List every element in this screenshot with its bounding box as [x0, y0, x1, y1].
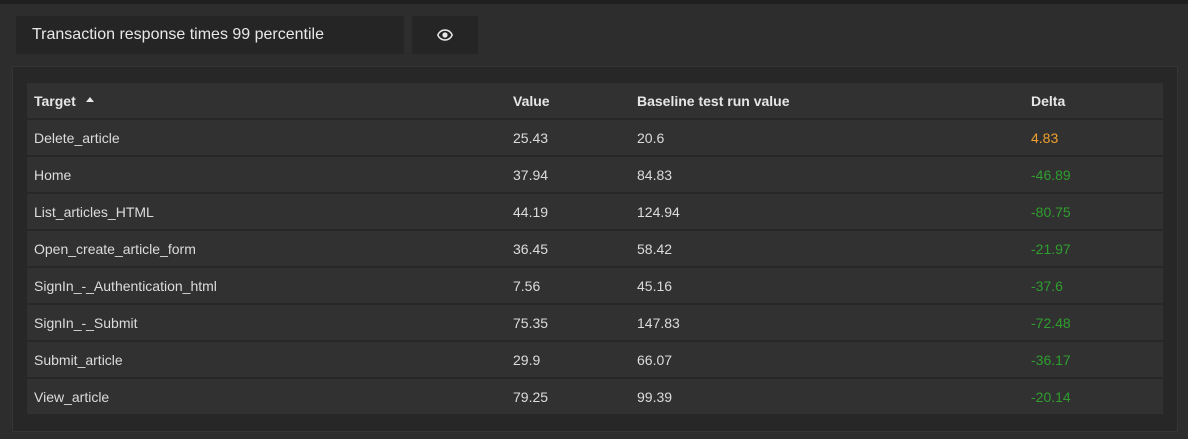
cell-delta: -80.75 [1031, 203, 1071, 220]
cell-value: 7.56 [513, 277, 541, 294]
cell-baseline: 58.42 [637, 240, 673, 257]
cell-delta: -37.6 [1031, 277, 1063, 294]
cell-target: SignIn_-_Authentication_html [34, 277, 217, 294]
cell-delta: -21.97 [1031, 240, 1071, 257]
table-panel: Target Value Baseline test run value Del… [12, 66, 1178, 432]
panel-header: Transaction response times 99 percentile [16, 16, 478, 54]
table-row: SignIn_-_Authentication_html 7.56 45.16 -37… [27, 268, 1163, 303]
cell-baseline: 147.83 [637, 314, 680, 331]
cell-target: List_articles_HTML [34, 203, 154, 220]
column-header-value[interactable]: Value [513, 92, 550, 109]
cell-target: Delete_article [34, 129, 120, 146]
table-row: List_articles_HTML 44.19 124.94 -80.75 [27, 194, 1163, 229]
results-table: Target Value Baseline test run value Del… [27, 83, 1163, 416]
eye-icon [437, 29, 453, 41]
cell-target: Open_create_article_form [34, 240, 196, 257]
view-button[interactable] [412, 16, 478, 54]
cell-value: 29.9 [513, 351, 541, 368]
cell-target: Submit_article [34, 351, 123, 368]
cell-delta: -20.14 [1031, 388, 1071, 405]
table-body: Delete_article 25.43 20.6 4.83 Home 37.94 84.8… [27, 120, 1163, 414]
table-row: Delete_article 25.43 20.6 4.83 [27, 120, 1163, 155]
cell-value: 36.45 [513, 240, 549, 257]
table-row: Open_create_article_form 36.45 58.42 -21.97 [27, 231, 1163, 266]
cell-baseline: 66.07 [637, 351, 673, 368]
cell-delta: -36.17 [1031, 351, 1071, 368]
table-row: View_article 79.25 99.39 -20.14 [27, 379, 1163, 414]
panel-title: Transaction response times 99 percentile [16, 16, 404, 54]
table-header-row: Target Value Baseline test run value Del… [27, 83, 1163, 118]
cell-value: 75.35 [513, 314, 549, 331]
cell-target: View_article [34, 388, 110, 405]
cell-delta: -46.89 [1031, 166, 1071, 183]
cell-value: 25.43 [513, 129, 549, 146]
cell-value: 37.94 [513, 166, 549, 183]
column-header-target-label: Target [34, 92, 76, 109]
table-row: Home 37.94 84.83 -46.89 [27, 157, 1163, 192]
column-header-delta[interactable]: Delta [1031, 92, 1066, 109]
cell-baseline: 84.83 [637, 166, 673, 183]
table-row: Submit_article 29.9 66.07 -36.17 [27, 342, 1163, 377]
cell-baseline: 99.39 [637, 388, 673, 405]
cell-delta: -72.48 [1031, 314, 1071, 331]
table-row: SignIn_-_Submit 75.35 147.83 -72.48 [27, 305, 1163, 340]
column-header-target[interactable]: Target [27, 93, 513, 109]
sort-ascending-icon [85, 96, 94, 102]
cell-target: SignIn_-_Submit [34, 314, 138, 331]
cell-target: Home [34, 166, 72, 183]
cell-baseline: 20.6 [637, 129, 665, 146]
cell-value: 79.25 [513, 388, 549, 405]
cell-delta: 4.83 [1031, 129, 1059, 146]
cell-baseline: 45.16 [637, 277, 673, 294]
cell-value: 44.19 [513, 203, 549, 220]
column-header-baseline[interactable]: Baseline test run value [637, 92, 790, 109]
cell-baseline: 124.94 [637, 203, 680, 220]
